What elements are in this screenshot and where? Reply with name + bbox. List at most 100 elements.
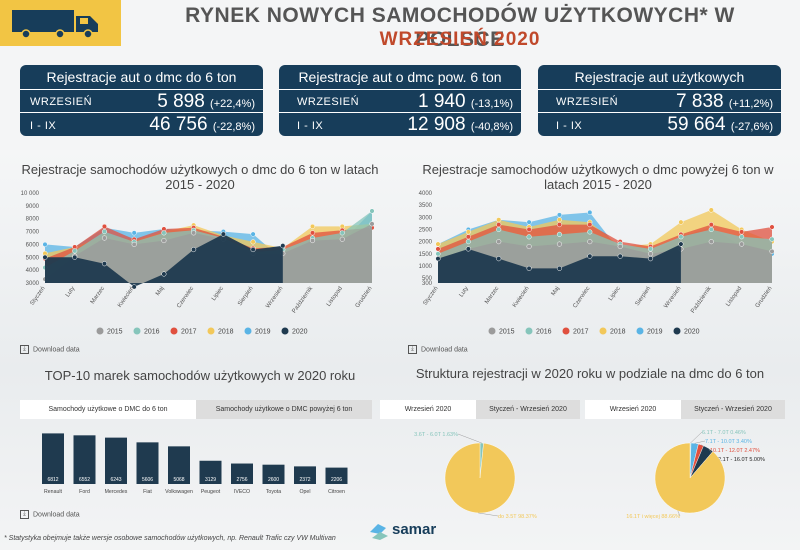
tab-up-to-6t[interactable]: Samochody użytkowe o DMC do 6 ton xyxy=(20,400,196,419)
pie-slice-label: 3.6T - 6.0T 1.63% xyxy=(414,432,458,438)
bar-value-label: 6552 xyxy=(79,477,90,483)
data-point-2016 xyxy=(496,226,502,233)
area-chart-1-title: Rejestracje samochodów użytkowych o dmc … xyxy=(21,162,379,192)
data-point-2018 xyxy=(708,207,714,213)
bar-chart-title: TOP-10 marek samochodów użytkowych w 202… xyxy=(44,368,356,383)
download-link-3[interactable]: ⤓ Download data xyxy=(20,510,80,519)
x-tick-label: Marzec xyxy=(484,286,500,306)
x-tick-label: Sierpień xyxy=(635,286,653,307)
x-tick-label: Listopad xyxy=(326,286,344,308)
bar-peugeot xyxy=(199,460,222,484)
download-link-2[interactable]: ⤓ Download data xyxy=(408,345,468,354)
kpi-label: WRZESIEŃ xyxy=(30,96,93,108)
data-point-2016 xyxy=(769,236,775,242)
kpi-value: 1 940 (-13,1%) xyxy=(417,91,513,112)
data-point-2015 xyxy=(309,238,316,244)
y-tick-label: 500 xyxy=(422,276,433,282)
x-tick-label: Wrzesień xyxy=(663,286,682,310)
pie-leader-line xyxy=(690,431,703,444)
pie-slice xyxy=(444,442,516,514)
pie-leader-line xyxy=(694,440,706,444)
legend-label-2018: 2018 xyxy=(218,329,234,336)
x-tick-label: Styczeń xyxy=(422,286,439,307)
download-link-1[interactable]: ⤓ Download data xyxy=(20,345,80,354)
tab-pie1-september[interactable]: Wrzesień 2020 xyxy=(380,400,476,419)
pie-leader-line xyxy=(478,512,499,517)
data-point-2019 xyxy=(42,241,48,247)
data-point-2020 xyxy=(101,261,108,267)
y-tick-label: 6000 xyxy=(26,242,40,248)
data-point-2020 xyxy=(556,265,563,271)
data-point-2019 xyxy=(587,209,593,216)
tab-pie2-ytd[interactable]: Styczeń - Wrzesień 2020 xyxy=(681,400,785,419)
data-point-2018 xyxy=(309,223,316,229)
x-tick-label: Grudzień xyxy=(755,286,774,309)
download-icon: ⤓ xyxy=(408,345,417,354)
data-point-2015 xyxy=(339,236,345,242)
data-point-2015 xyxy=(161,238,167,244)
kpi-value: 59 664 (-27,6%) xyxy=(667,114,773,135)
bar-chart-top10: 6812 Renault 6552 Ford 6243 Mercedes 5606 Fiat 5… xyxy=(42,433,348,495)
data-point-2016 xyxy=(708,226,714,233)
kpi-value: 46 756 (-22,8%) xyxy=(149,114,255,135)
data-point-2020 xyxy=(161,271,167,277)
y-tick-label: 8000 xyxy=(26,217,40,223)
data-point-2019 xyxy=(556,212,563,218)
legend-marker-2016 xyxy=(133,327,141,335)
bar-value-label: 3129 xyxy=(205,477,216,483)
bar-value-label: 2372 xyxy=(299,477,310,483)
tab-over-6t[interactable]: Samochody użytkowe o DMC powyżej 6 ton xyxy=(196,400,372,419)
legend-label-2019: 2019 xyxy=(647,329,663,336)
bar-category-label: Volkswagen xyxy=(165,489,193,495)
y-tick-label: 10 000 xyxy=(21,191,40,197)
data-point-2018 xyxy=(250,239,256,245)
download-icon: ⤓ xyxy=(20,345,29,354)
kpi-value: 5 898 (+22,4%) xyxy=(157,91,255,112)
data-point-2016 xyxy=(587,229,593,235)
data-point-2020 xyxy=(220,231,226,237)
data-point-2019 xyxy=(131,230,137,236)
bar-category-label: Mercedes xyxy=(105,489,128,495)
data-point-2020 xyxy=(131,284,137,290)
bar-opel xyxy=(294,466,316,484)
bar-fiat xyxy=(136,442,159,484)
data-point-2020 xyxy=(250,247,256,253)
kpi-title: Rejestracje aut o dmc do 6 ton xyxy=(46,69,237,85)
bar-iveco xyxy=(231,463,253,484)
data-point-2016 xyxy=(435,251,441,257)
x-tick-label: Październik xyxy=(690,285,713,315)
x-tick-label: Lipiec xyxy=(211,286,225,302)
area-series-2020 xyxy=(438,244,681,283)
legend-label-2015: 2015 xyxy=(499,329,515,336)
data-point-2015 xyxy=(526,243,532,250)
data-point-2016 xyxy=(339,230,345,236)
data-point-2016 xyxy=(101,229,108,235)
pie-slice-label: 10.1T - 12.0T 2.47% xyxy=(710,448,760,454)
samar-logo-text: samar xyxy=(392,521,437,538)
samar-logo-icon xyxy=(370,524,388,540)
bar-category-label: Renault xyxy=(44,489,62,495)
y-tick-label: 5000 xyxy=(26,255,40,261)
tab-pie1-ytd[interactable]: Styczeń - Wrzesień 2020 xyxy=(476,400,580,419)
data-point-2017 xyxy=(465,234,471,240)
legend-label-2016: 2016 xyxy=(536,329,552,336)
bar-category-label: Toyota xyxy=(266,489,281,495)
kpi-label: I - IX xyxy=(30,120,57,132)
data-point-2020 xyxy=(647,256,654,262)
data-point-2017 xyxy=(769,224,775,230)
legend-marker-2018 xyxy=(599,327,607,335)
kpi-row-month: WRZESIEŃ 7 838 (+11,2%) xyxy=(538,89,781,112)
legend-marker-2015 xyxy=(488,327,496,335)
x-tick-label: Wrzesień xyxy=(265,286,284,310)
kpi-label: I - IX xyxy=(556,120,583,132)
data-point-2018 xyxy=(496,217,502,223)
pie-leader-line xyxy=(457,433,482,444)
kpi-row-month: WRZESIEŃ 1 940 (-13,1%) xyxy=(279,89,521,112)
y-tick-label: 7000 xyxy=(26,230,40,236)
data-point-2015 xyxy=(617,243,623,250)
tab-pie2-september[interactable]: Wrzesień 2020 xyxy=(585,400,681,419)
data-point-2019 xyxy=(250,231,256,237)
y-tick-label: 2500 xyxy=(419,227,433,233)
pie-section-title: Struktura rejestracji w 2020 roku w podz… xyxy=(415,366,765,381)
data-point-2020 xyxy=(678,241,684,247)
